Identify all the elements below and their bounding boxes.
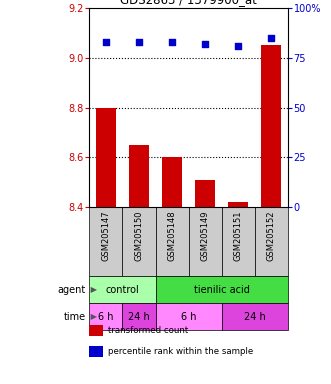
Title: GDS2863 / 1379900_at: GDS2863 / 1379900_at [120, 0, 257, 7]
Bar [156, 276, 288, 303]
Text: ▶: ▶ [88, 285, 97, 295]
Bar [156, 207, 189, 276]
Text: 24 h: 24 h [128, 312, 150, 322]
Bar [122, 303, 156, 330]
Point [169, 38, 175, 45]
Bar [89, 303, 122, 330]
Bar [89, 207, 122, 276]
Text: transformed count: transformed count [108, 326, 188, 335]
Bar [96, 108, 116, 207]
Bar [129, 145, 149, 207]
Bar [122, 207, 156, 276]
Text: 24 h: 24 h [244, 312, 266, 322]
Bar [228, 202, 248, 207]
Bar [255, 207, 288, 276]
Text: GSM205148: GSM205148 [167, 211, 177, 262]
Text: control: control [106, 285, 139, 295]
Text: agent: agent [58, 285, 86, 295]
Text: tienilic acid: tienilic acid [194, 285, 250, 295]
Text: ▶: ▶ [88, 312, 97, 321]
Bar [89, 276, 156, 303]
Point [203, 41, 208, 47]
Point [269, 35, 274, 41]
Bar [162, 157, 182, 207]
Bar [195, 180, 215, 207]
Bar [222, 303, 288, 330]
Text: time: time [64, 312, 86, 322]
Text: percentile rank within the sample: percentile rank within the sample [108, 347, 253, 356]
Text: GSM205150: GSM205150 [134, 211, 144, 262]
Point [236, 43, 241, 49]
Bar [156, 303, 222, 330]
Text: 6 h: 6 h [98, 312, 114, 322]
Point [103, 38, 109, 45]
Bar [189, 207, 222, 276]
Bar [222, 207, 255, 276]
Text: 6 h: 6 h [181, 312, 196, 322]
Text: GSM205149: GSM205149 [201, 211, 210, 262]
Text: GSM205147: GSM205147 [101, 211, 111, 262]
Text: GSM205152: GSM205152 [267, 211, 276, 262]
Bar [261, 45, 281, 207]
Text: GSM205151: GSM205151 [234, 211, 243, 262]
Point [136, 38, 142, 45]
